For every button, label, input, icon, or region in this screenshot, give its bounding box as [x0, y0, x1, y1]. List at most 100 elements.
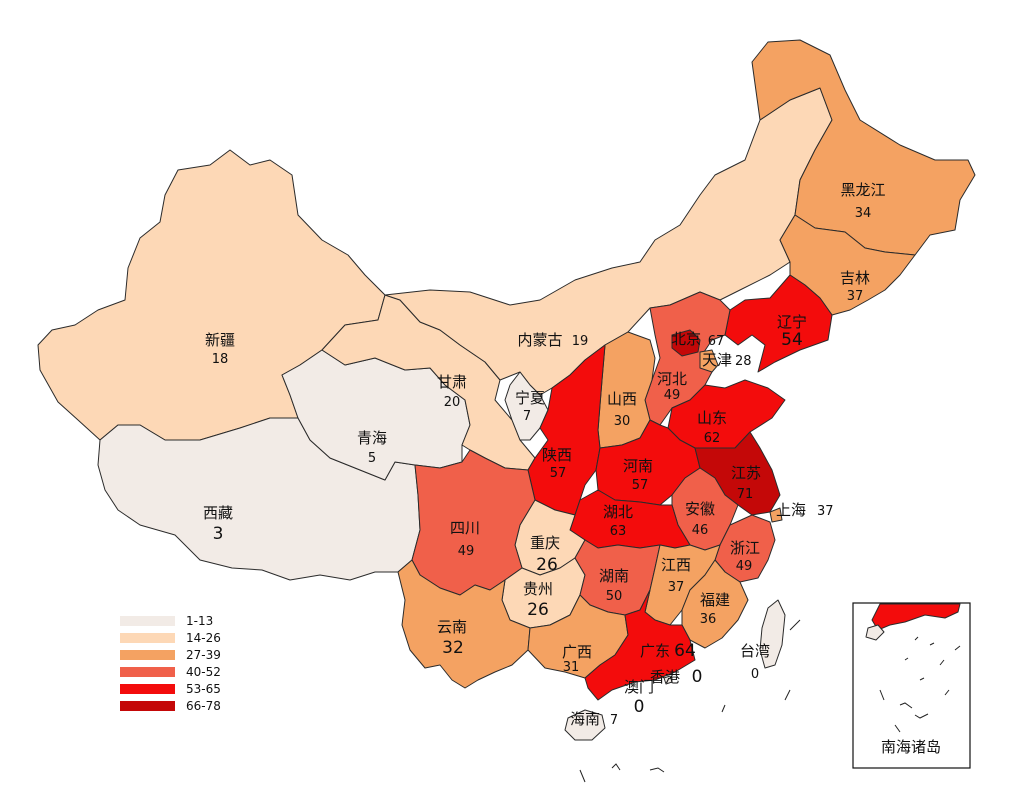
value-jiangsu: 71	[737, 487, 754, 502]
label-guangdong: 广东	[640, 642, 670, 660]
legend: 1-13 14-26 27-39 40-52 53-65 66-78	[120, 614, 221, 713]
label-hongkong: 香港	[650, 668, 680, 686]
label-qinghai: 青海	[357, 429, 387, 447]
province-hongkong	[663, 675, 673, 685]
value-shanghai: 37	[817, 504, 834, 519]
label-jiangsu: 江苏	[731, 464, 761, 482]
province-beijing	[671, 329, 701, 357]
value-sichuan: 49	[458, 544, 475, 559]
label-ningxia: 宁夏	[515, 389, 545, 407]
label-yunnan: 云南	[437, 618, 467, 636]
label-tianjin: 天津	[702, 351, 732, 369]
value-shaanxi: 57	[550, 466, 567, 481]
province-yunnan	[397, 559, 531, 689]
province-ningxia	[504, 371, 549, 441]
value-xizang: 3	[213, 524, 224, 544]
legend-label-5: 53-65	[186, 682, 221, 696]
legend-label-3: 27-39	[186, 648, 221, 662]
label-jilin: 吉林	[840, 269, 870, 287]
label-hebei: 河北	[657, 370, 687, 388]
label-hunan: 湖南	[599, 567, 629, 585]
value-hongkong: 0	[692, 667, 703, 687]
label-liaoning: 辽宁	[777, 313, 807, 331]
value-guangxi: 31	[563, 660, 580, 675]
label-anhui: 安徽	[685, 500, 715, 518]
legend-label-1: 1-13	[186, 614, 213, 628]
legend-swatch-1	[120, 616, 175, 626]
label-zhejiang: 浙江	[730, 539, 760, 557]
label-chongqing: 重庆	[530, 534, 560, 552]
label-shaanxi: 陕西	[542, 446, 572, 464]
label-xizang: 西藏	[203, 504, 233, 522]
legend-label-2: 14-26	[186, 631, 221, 645]
province-tianjin	[699, 349, 719, 373]
label-hubei: 湖北	[603, 503, 633, 521]
label-sichuan: 四川	[450, 519, 480, 537]
legend-swatch-4	[120, 667, 175, 677]
value-qinghai: 5	[368, 451, 376, 466]
label-neimenggu: 内蒙古	[517, 331, 562, 349]
value-taiwan: 0	[751, 667, 759, 682]
label-fujian: 福建	[700, 591, 730, 609]
label-guangxi: 广西	[562, 643, 592, 661]
label-jiangxi: 江西	[661, 556, 691, 574]
inset-islands	[879, 636, 961, 733]
value-tianjin: 28	[735, 354, 752, 369]
value-ningxia: 7	[523, 409, 531, 424]
value-zhejiang: 49	[736, 559, 753, 574]
label-henan: 河南	[623, 457, 653, 475]
province-fujian	[681, 559, 749, 649]
legend-swatch-5	[120, 684, 175, 694]
province-liaoning	[724, 274, 833, 373]
label-taiwan: 台湾	[740, 642, 770, 660]
south-china-sea-inset: 南海诸岛	[852, 602, 971, 769]
value-hebei: 49	[664, 388, 681, 403]
islands-decoration	[579, 619, 801, 783]
value-liaoning: 54	[781, 330, 803, 350]
label-macau: 澳门	[624, 678, 654, 696]
label-xinjiang: 新疆	[205, 331, 235, 349]
value-gansu: 20	[444, 395, 461, 410]
value-heilongjiang: 34	[855, 206, 872, 221]
label-beijing: 北京	[671, 330, 701, 348]
value-beijing: 67	[708, 334, 725, 349]
value-hainan: 7	[610, 713, 618, 728]
province-labels: 新疆 18 西藏 3 青海 5 甘肃 20 内蒙古 19 宁夏 7 黑龙江 34…	[203, 181, 886, 728]
label-shanxi: 山西	[607, 390, 637, 408]
label-hainan: 海南	[570, 710, 600, 728]
legend-swatch-3	[120, 650, 175, 660]
label-guizhou: 贵州	[523, 580, 553, 598]
value-anhui: 46	[692, 523, 709, 538]
province-heilongjiang	[751, 39, 976, 256]
legend-swatch-6	[120, 701, 175, 711]
label-shandong: 山东	[697, 409, 727, 427]
inset-hainan	[865, 624, 885, 641]
province-taiwan	[759, 599, 786, 669]
legend-swatch-2	[120, 633, 175, 643]
value-macau: 0	[634, 697, 645, 717]
value-henan: 57	[632, 478, 649, 493]
value-fujian: 36	[700, 612, 717, 627]
legend-label-6: 66-78	[186, 699, 221, 713]
value-hubei: 63	[610, 524, 627, 539]
label-heilongjiang: 黑龙江	[840, 181, 885, 199]
province-hainan	[564, 709, 606, 741]
value-guangdong: 64	[674, 641, 696, 661]
value-xinjiang: 18	[212, 352, 229, 367]
value-guizhou: 26	[527, 600, 549, 620]
label-shanghai: 上海	[776, 501, 806, 519]
province-shaanxi	[527, 344, 606, 516]
value-shanxi: 30	[614, 414, 631, 429]
value-yunnan: 32	[442, 638, 464, 658]
province-guangdong	[584, 589, 696, 701]
value-jiangxi: 37	[668, 580, 685, 595]
province-shapes	[37, 39, 976, 741]
province-shanghai	[769, 507, 783, 523]
value-neimenggu: 19	[572, 334, 589, 349]
label-gansu: 甘肃	[437, 373, 467, 391]
value-chongqing: 26	[536, 555, 558, 575]
inset-label: 南海诸岛	[881, 738, 941, 756]
value-jilin: 37	[847, 289, 864, 304]
